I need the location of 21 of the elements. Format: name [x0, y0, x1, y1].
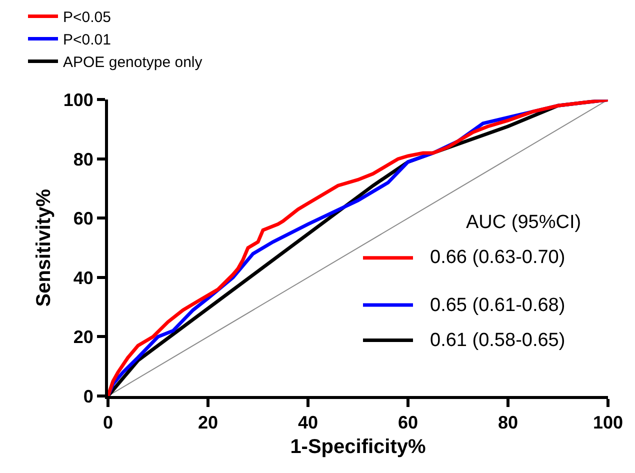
legend-label: P<0.01 [63, 32, 111, 49]
y-axis-title: Sensitivity% [32, 188, 55, 307]
y-tick-label: 100 [63, 90, 94, 110]
y-tick-label: 40 [73, 268, 94, 288]
annotation: 0.66 (0.63-0.70) [430, 247, 566, 268]
y-tick-label: 60 [73, 208, 94, 229]
x-axis-title: 1-Specificity% [290, 436, 426, 458]
y-tick-label: 20 [73, 327, 94, 348]
x-tick-label: 40 [298, 412, 318, 433]
annotation: 0.65 (0.61-0.68) [430, 295, 566, 316]
x-tick-label: 0 [102, 412, 114, 433]
annotation: AUC (95%CI) [466, 212, 582, 233]
legend-label: P<0.05 [63, 9, 111, 26]
x-tick-label: 20 [198, 412, 218, 433]
y-tick-label: 80 [73, 149, 94, 170]
y-tick-label: 0 [83, 386, 94, 406]
annotation: 0.61 (0.58-0.65) [430, 330, 566, 351]
x-tick-label: 60 [398, 412, 418, 433]
x-tick-label: 100 [592, 412, 624, 433]
x-tick-label: 80 [498, 412, 518, 433]
legend-label: APOE genotype only [63, 54, 203, 72]
